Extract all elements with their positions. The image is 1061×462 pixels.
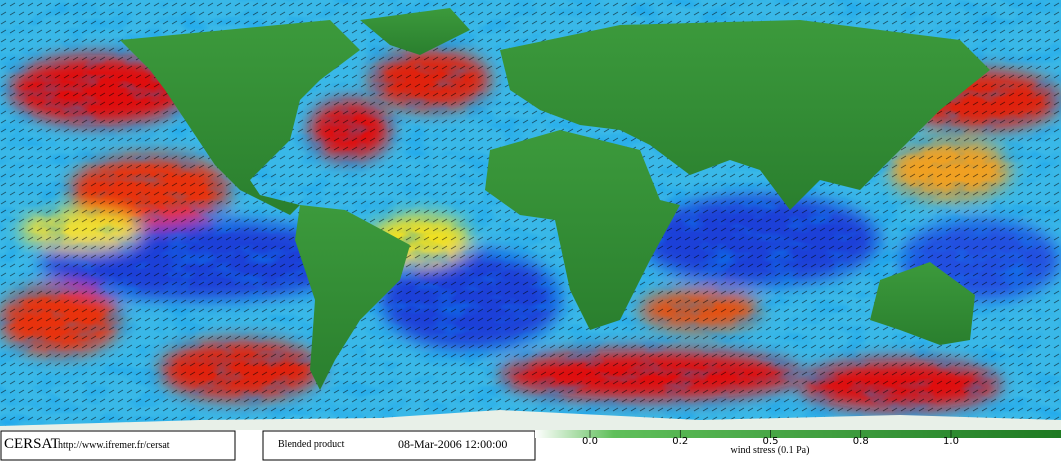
colorbar-tick-label: 0.2 <box>672 436 688 447</box>
africa <box>485 130 680 330</box>
colorbar-tick-label: 0.0 <box>582 436 598 447</box>
australia <box>870 262 975 345</box>
land <box>0 8 1061 430</box>
antarctica <box>0 410 1061 430</box>
date: 08-Mar-2006 12:00:00 <box>398 437 507 451</box>
colorbar-ticks: 0.0 0.2 0.5 0.8 1.0 <box>582 430 959 447</box>
logo: CERSAT <box>4 436 60 452</box>
greenland <box>360 8 470 55</box>
north-america <box>120 20 360 215</box>
url: http://www.ifremer.fr/cersat <box>58 440 170 451</box>
colorbar-tick-label: 0.5 <box>763 436 779 447</box>
colorbar-tick-label: 1.0 <box>943 436 959 447</box>
colorbar-label: wind stress (0.1 Pa) <box>731 445 810 456</box>
south-america <box>295 205 410 390</box>
logo-box <box>0 430 236 461</box>
colorbar <box>535 430 1061 438</box>
eurasia <box>500 20 990 210</box>
product-box <box>262 430 536 461</box>
colorbar-tick-label: 0.8 <box>853 436 869 447</box>
product: Blended product <box>278 439 345 450</box>
